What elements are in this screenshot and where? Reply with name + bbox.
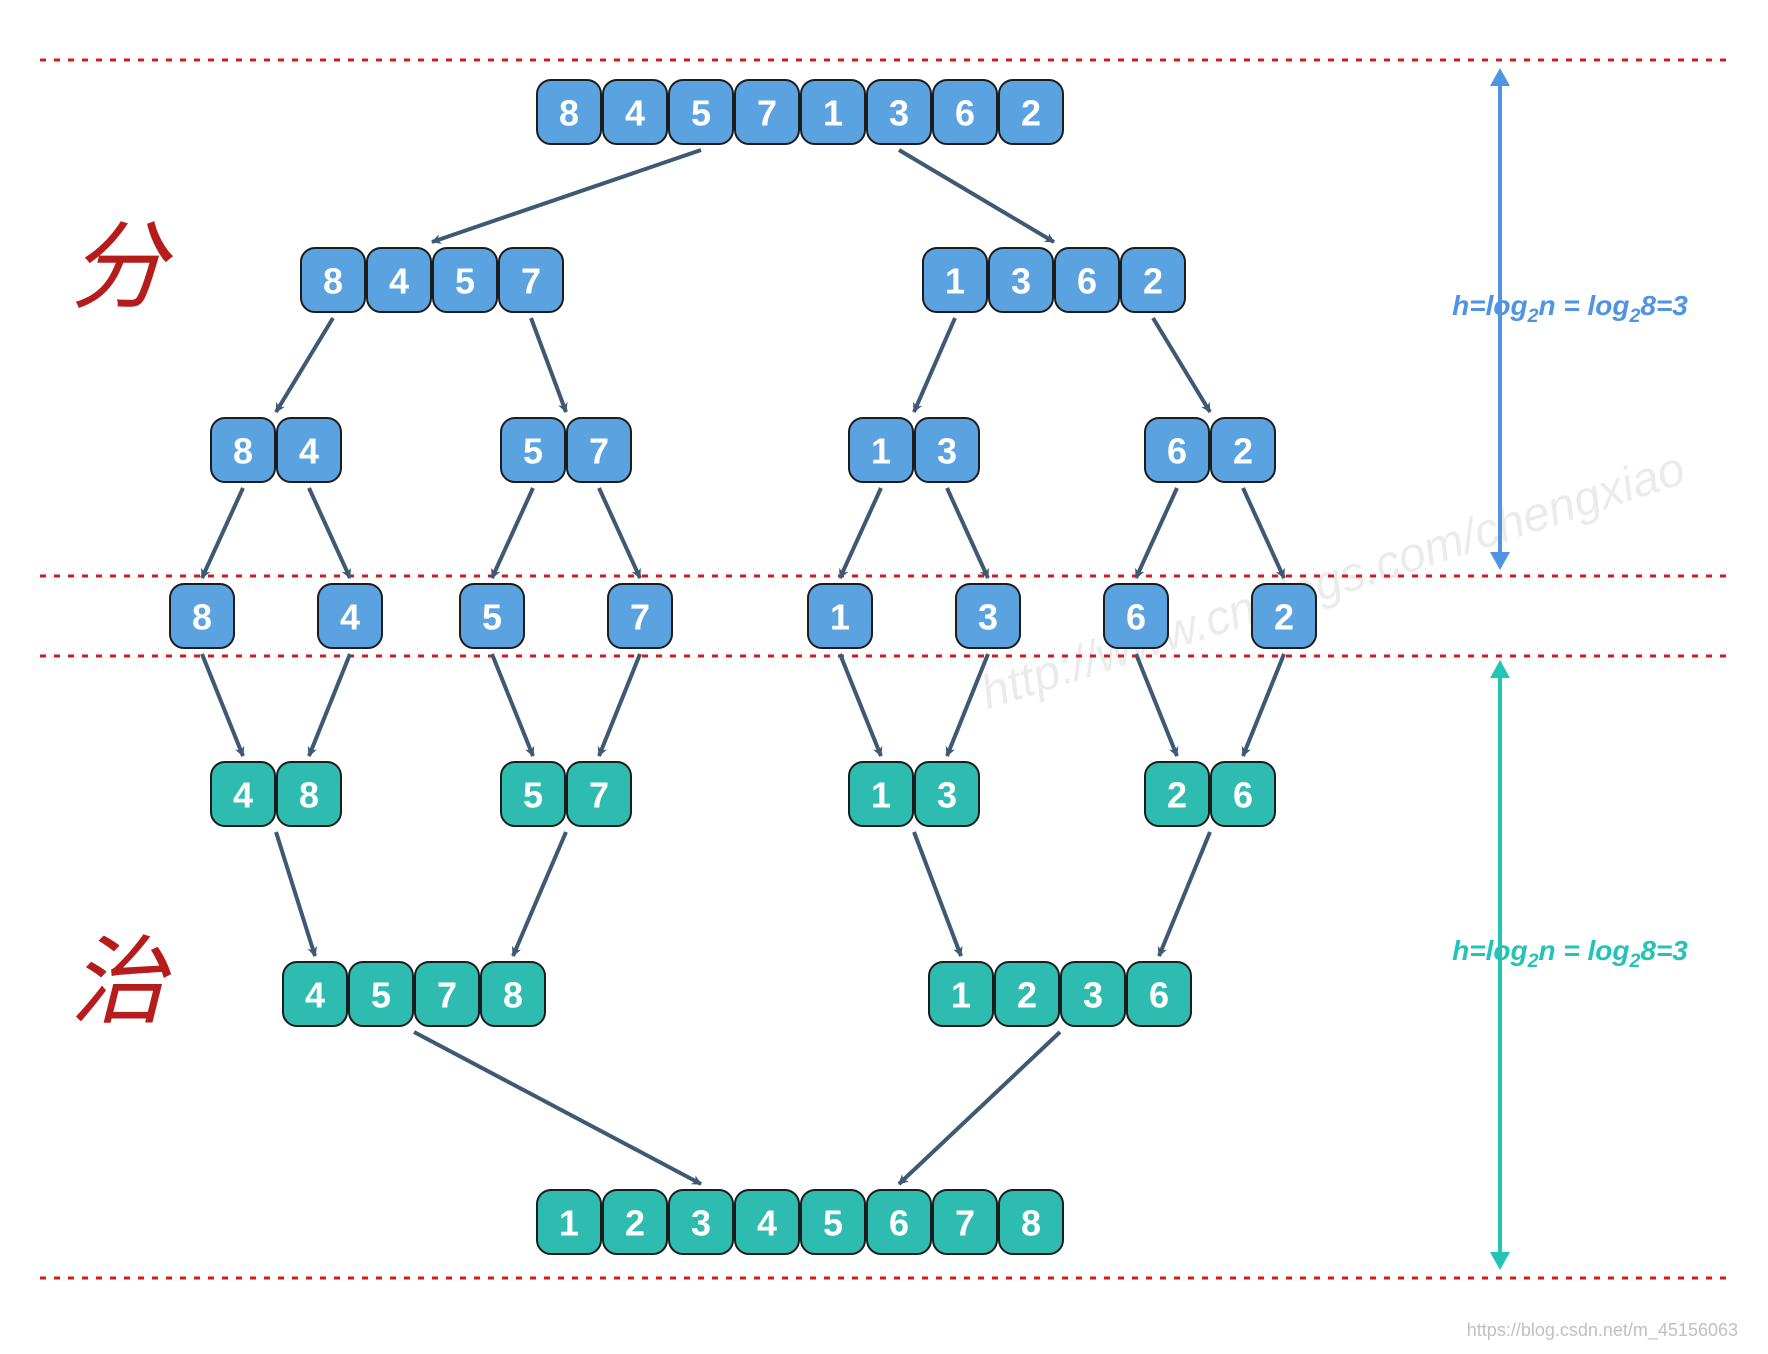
array-cell-value: 2: [1167, 775, 1187, 816]
array-cell-value: 5: [482, 597, 502, 638]
array-cell-value: 8: [503, 975, 523, 1016]
array-cell-value: 6: [889, 1203, 909, 1244]
array-cell-value: 2: [625, 1203, 645, 1244]
array-cell-value: 3: [978, 597, 998, 638]
array-cell-value: 6: [1126, 597, 1146, 638]
array-cell-value: 5: [523, 431, 543, 472]
array-cell-value: 8: [559, 93, 579, 134]
array-cell-value: 3: [937, 775, 957, 816]
array-cell-value: 2: [1017, 975, 1037, 1016]
array-cell-value: 3: [889, 93, 909, 134]
array-cell-value: 4: [340, 597, 360, 638]
array-cell-value: 1: [830, 597, 850, 638]
array-cell-value: 8: [299, 775, 319, 816]
array-cell-value: 7: [757, 93, 777, 134]
array-cell-value: 8: [1021, 1203, 1041, 1244]
array-cell-value: 6: [1149, 975, 1169, 1016]
array-cell-value: 6: [955, 93, 975, 134]
array-cell-value: 7: [589, 431, 609, 472]
array-cell-value: 3: [691, 1203, 711, 1244]
array-cell-value: 7: [437, 975, 457, 1016]
array-cell-value: 2: [1143, 261, 1163, 302]
array-cell-value: 5: [823, 1203, 843, 1244]
array-cell-value: 4: [233, 775, 253, 816]
array-cell-value: 4: [625, 93, 645, 134]
array-cell-value: 6: [1077, 261, 1097, 302]
array-cell-value: 5: [691, 93, 711, 134]
array-cell-value: 5: [523, 775, 543, 816]
array-cell-value: 4: [389, 261, 409, 302]
array-cell-value: 2: [1021, 93, 1041, 134]
array-cell-value: 1: [823, 93, 843, 134]
array-cell-value: 1: [559, 1203, 579, 1244]
array-cell-value: 2: [1274, 597, 1294, 638]
array-cell-value: 5: [371, 975, 391, 1016]
array-cell-value: 3: [1011, 261, 1031, 302]
array-cell-value: 4: [299, 431, 319, 472]
array-cell-value: 7: [521, 261, 541, 302]
array-cell-value: 8: [323, 261, 343, 302]
array-cell-value: 6: [1233, 775, 1253, 816]
array-cell-value: 4: [757, 1203, 777, 1244]
array-cell-value: 5: [455, 261, 475, 302]
array-cell-value: 7: [589, 775, 609, 816]
array-cell-value: 8: [233, 431, 253, 472]
array-cell-value: 4: [305, 975, 325, 1016]
footer-credit: https://blog.csdn.net/m_45156063: [1467, 1320, 1738, 1341]
array-cell-value: 3: [1083, 975, 1103, 1016]
array-cell-value: 2: [1233, 431, 1253, 472]
array-cell-value: 1: [945, 261, 965, 302]
array-cell-value: 1: [871, 775, 891, 816]
array-cell-value: 1: [871, 431, 891, 472]
array-cell-value: 1: [951, 975, 971, 1016]
array-cell-value: 7: [955, 1203, 975, 1244]
merge-sort-diagram: http://www.cnblogs.com/chengxiao84571362…: [0, 0, 1768, 1354]
array-cell-value: 6: [1167, 431, 1187, 472]
array-cell-value: 7: [630, 597, 650, 638]
section-label-divide: 分: [70, 214, 174, 321]
section-label-conquer: 治: [70, 929, 172, 1036]
array-cell-value: 8: [192, 597, 212, 638]
array-cell-value: 3: [937, 431, 957, 472]
